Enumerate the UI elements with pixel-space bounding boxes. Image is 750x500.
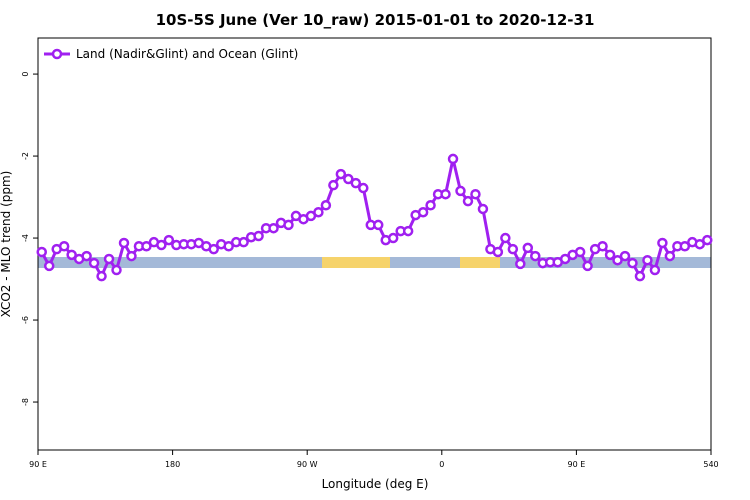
data-point [425, 200, 436, 211]
data-point [702, 234, 713, 246]
data-point [103, 253, 115, 265]
surface-band [38, 257, 711, 268]
data-point [664, 250, 676, 262]
data-point [455, 185, 466, 197]
data-point [515, 258, 526, 270]
data-point [268, 222, 279, 234]
data-point [657, 237, 668, 249]
data-point [387, 232, 399, 244]
data-point [530, 250, 541, 262]
data-point [612, 254, 623, 266]
data-point [507, 243, 519, 255]
data-point [36, 246, 47, 258]
data-point [649, 264, 661, 276]
data-point [111, 264, 122, 276]
data-point [335, 168, 347, 180]
data-point [126, 250, 137, 262]
data-point [679, 241, 691, 252]
data-point [402, 225, 414, 237]
data-point [462, 195, 474, 207]
data-point [43, 260, 55, 272]
x-axis-label: Longitude (deg E) [322, 477, 429, 491]
data-point [372, 219, 384, 231]
data-point [694, 238, 706, 250]
data-point [358, 182, 369, 194]
land-band [460, 257, 500, 268]
land-band [322, 257, 390, 268]
data-point [627, 257, 638, 269]
data-point [522, 242, 534, 254]
data-point [163, 234, 175, 246]
data-point [470, 188, 481, 200]
data-point [118, 237, 130, 249]
data-point [604, 249, 616, 261]
chart-title: 10S-5S June (Ver 10_raw) 2015-01-01 to 2… [156, 11, 595, 29]
y-axis-label: XCO2 - MLO trend (ppm) [0, 171, 13, 318]
data-point [597, 241, 608, 252]
data-point [642, 254, 653, 266]
data-point [350, 177, 362, 189]
data-point [66, 249, 77, 261]
data-point [141, 241, 152, 252]
data-point [208, 243, 219, 255]
y-tick-label: -4 [21, 234, 30, 242]
data-point [417, 206, 429, 218]
x-tick-label: 180 [165, 460, 180, 469]
data-point [328, 179, 339, 191]
data-point [313, 206, 324, 218]
data-point [582, 260, 593, 272]
data-point [253, 230, 264, 242]
x-tick-label: 0 [439, 460, 444, 469]
x-tick-label: 540 [703, 460, 718, 469]
y-tick-label: 0 [21, 72, 30, 77]
data-point [440, 188, 451, 200]
y-tick-label: -2 [21, 152, 30, 160]
x-tick-label: 90 E [29, 460, 47, 469]
data-point [559, 253, 571, 265]
data-point [96, 270, 107, 282]
data-point [88, 257, 100, 269]
y-tick-label: -8 [21, 398, 30, 406]
plot-frame [37, 37, 712, 451]
data-point [634, 270, 646, 282]
data-point [619, 250, 631, 262]
data-point [477, 203, 489, 215]
data-point [574, 246, 586, 258]
data-point [492, 246, 504, 258]
data-point [156, 239, 167, 251]
data-point [81, 250, 92, 262]
legend-marker [51, 48, 63, 60]
data-point [58, 241, 70, 252]
legend-label: Land (Nadir&Glint) and Ocean (Glint) [76, 47, 298, 61]
data-point [447, 153, 459, 165]
y-tick-label: -6 [21, 316, 30, 324]
x-tick-label: 90 E [568, 460, 586, 469]
x-tick-label: 90 W [297, 460, 318, 469]
data-point [343, 173, 354, 185]
data-point [320, 200, 332, 211]
data-point [283, 219, 294, 231]
data-point [500, 232, 511, 244]
data-point [223, 241, 234, 252]
data-point [238, 236, 249, 248]
